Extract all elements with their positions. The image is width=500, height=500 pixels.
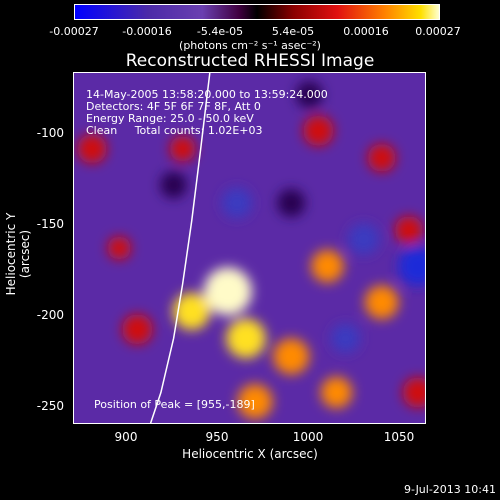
heatmap-feature bbox=[169, 136, 196, 162]
x-tick-label: 1050 bbox=[383, 430, 415, 444]
heatmap-feature bbox=[173, 292, 211, 330]
heatmap-feature bbox=[347, 223, 380, 255]
heatmap-feature bbox=[203, 267, 252, 316]
heatmap-feature bbox=[221, 187, 253, 219]
heatmap-feature bbox=[273, 338, 310, 375]
colorbar-units: (photons cm⁻² s⁻¹ asec⁻²) bbox=[179, 39, 321, 52]
annotation-clean-counts: Clean Total counts: 1.02E+03 bbox=[86, 124, 263, 137]
y-tick-label: -200 bbox=[36, 308, 64, 322]
x-tick-label: 1000 bbox=[292, 430, 324, 444]
heatmap-feature bbox=[398, 246, 425, 286]
annotation-time-range: 14-May-2005 13:58:20.000 to 13:59:24.000 bbox=[86, 88, 328, 101]
annotation-energy-range: Energy Range: 25.0 - 50.0 keV bbox=[86, 112, 254, 125]
heatmap-feature bbox=[402, 377, 425, 408]
colorbar-tick: 5.4e-05 bbox=[271, 25, 315, 38]
heatmap-feature bbox=[311, 249, 344, 283]
annotation-detectors: Detectors: 4F 5F 6F 7F 8F, Att 0 bbox=[86, 100, 261, 113]
y-tick-label: -250 bbox=[36, 399, 64, 413]
heatmap-feature bbox=[331, 323, 361, 353]
heatmap-feature bbox=[107, 236, 131, 260]
heatmap-feature bbox=[160, 171, 187, 199]
plot-area: 14-May-2005 13:58:20.000 to 13:59:24.000… bbox=[73, 72, 426, 424]
annotation-peak-position: Position of Peak = [955,-189] bbox=[94, 398, 255, 411]
heatmap-feature bbox=[364, 285, 399, 320]
heatmap-feature bbox=[277, 189, 306, 217]
heatmap-feature bbox=[237, 384, 273, 420]
colorbar-tick: -0.00016 bbox=[122, 25, 172, 38]
heatmap-feature bbox=[303, 115, 334, 146]
heatmap-feature bbox=[367, 143, 396, 172]
heatmap-feature bbox=[122, 314, 153, 345]
colorbar-tick: -0.00027 bbox=[49, 25, 99, 38]
footer-timestamp: 9-Jul-2013 10:41 bbox=[403, 483, 496, 496]
y-tick-label: -150 bbox=[36, 217, 64, 231]
colorbar bbox=[74, 4, 440, 20]
heatmap-image bbox=[77, 73, 425, 423]
x-tick-label: 950 bbox=[205, 430, 229, 444]
heatmap-feature bbox=[296, 81, 323, 108]
heatmap-feature bbox=[226, 318, 266, 359]
heatmap-feature bbox=[394, 216, 423, 244]
colorbar-tick: 0.00016 bbox=[343, 25, 389, 38]
solar-limb-line bbox=[149, 73, 211, 423]
heatmap-feature bbox=[320, 376, 353, 409]
colorbar-tick: 0.00027 bbox=[415, 25, 461, 38]
y-axis-label: Heliocentric Y (arcsec) bbox=[4, 212, 32, 296]
x-tick-label: 900 bbox=[114, 430, 138, 444]
x-axis-label: Heliocentric X (arcsec) bbox=[182, 447, 318, 461]
chart-title: Reconstructed RHESSI Image bbox=[125, 51, 375, 71]
y-tick-label: -100 bbox=[36, 126, 64, 140]
colorbar-tick: -5.4e-05 bbox=[196, 25, 244, 38]
heatmap-feature bbox=[77, 134, 107, 164]
